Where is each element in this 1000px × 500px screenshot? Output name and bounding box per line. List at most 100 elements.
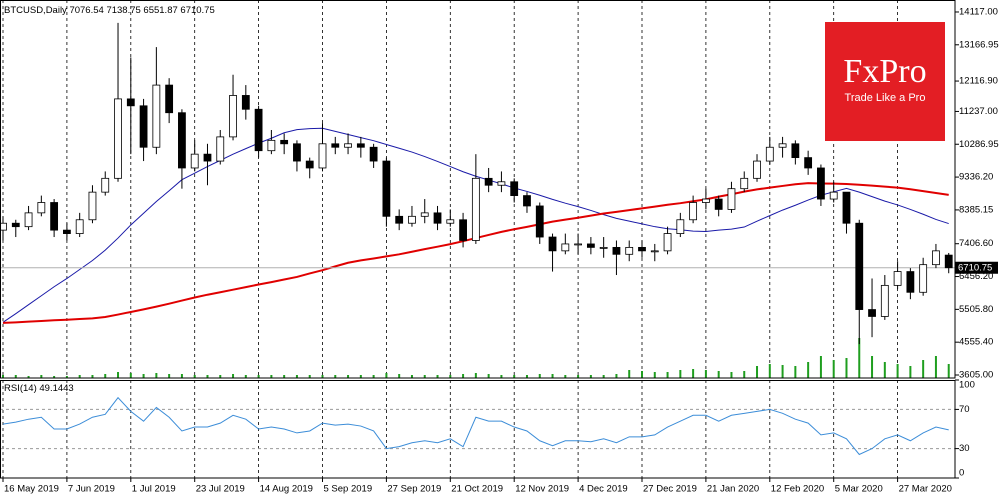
volume-bar — [359, 375, 362, 378]
x-tick-label: 12 Nov 2019 — [515, 484, 569, 495]
candle-body — [203, 153, 212, 162]
volume-bar — [743, 371, 746, 378]
candle-body — [944, 254, 953, 269]
candle-body — [190, 153, 199, 169]
x-tick-label: 5 Sep 2019 — [324, 484, 373, 495]
candle-body — [254, 108, 263, 152]
volume-bar — [27, 376, 30, 378]
volume-bar — [462, 374, 465, 378]
volume-bar — [219, 375, 222, 378]
volume-bar — [602, 375, 605, 378]
high: 7138.75 — [106, 5, 140, 16]
volume-bar — [756, 366, 759, 378]
candle-body — [75, 219, 84, 234]
candle-body — [114, 98, 122, 179]
volume-bar — [525, 375, 528, 378]
candle-body — [586, 243, 595, 248]
last-price-tag — [955, 261, 998, 274]
candle-body — [459, 219, 467, 241]
y-tick-label: 8385.15 — [959, 204, 993, 215]
candle-body — [50, 202, 59, 231]
candle-body — [791, 143, 800, 159]
candle-body — [497, 181, 506, 186]
volume-bar — [40, 375, 43, 378]
candle-body — [152, 84, 161, 148]
candle-body — [318, 143, 327, 169]
candle-body — [369, 146, 378, 162]
volume-bar — [244, 375, 247, 378]
rsi-tick-label: 0 — [959, 468, 964, 479]
logo: FxPro Trade Like a Pro — [825, 22, 945, 141]
candle-body — [676, 219, 685, 234]
logo-tagline: Trade Like a Pro — [845, 92, 926, 104]
rsi-line — [2, 396, 949, 456]
header: BTCUSD,Daily 7076.54 7138.75 6551.87 671… — [4, 5, 215, 16]
candle-body — [408, 215, 416, 224]
x-tick-label: 27 Mar 2020 — [899, 484, 952, 495]
volume-bar — [883, 362, 886, 378]
volume-bar — [679, 370, 682, 378]
candle-body — [446, 219, 455, 224]
x-tick-label: 16 May 2019 — [4, 484, 59, 495]
volume-bar — [551, 374, 554, 378]
candle-body — [216, 136, 225, 162]
candle-body — [765, 146, 774, 162]
volume-bar — [410, 375, 413, 378]
candle-body — [906, 271, 915, 293]
volume-bar — [615, 374, 618, 378]
y-tick-label: 11237.00 — [959, 106, 998, 117]
volume-bar — [270, 375, 273, 378]
x-tick-label: 5 Mar 2020 — [835, 484, 883, 495]
x-tick-label: 14 Aug 2019 — [260, 484, 313, 495]
volume-bar — [641, 371, 643, 378]
candle-body — [344, 143, 352, 148]
axes: 16 May 2019 7 Jun 2019 1 Jul 2019 23 Jul 20… — [2, 6, 999, 495]
candle-body — [868, 309, 876, 317]
candle-body — [420, 212, 429, 217]
volume-bar — [666, 372, 669, 378]
candle-body — [523, 195, 531, 207]
candle-body — [880, 284, 889, 317]
y-tick-label: 5505.80 — [959, 304, 993, 315]
candle-body — [548, 236, 557, 252]
x-tick-label: 4 Dec 2019 — [579, 484, 628, 495]
candle-body — [650, 250, 659, 253]
candle-body — [471, 177, 480, 241]
volume-bar — [564, 375, 567, 378]
rsi-tick-label: 100 — [959, 380, 975, 391]
volume-bar — [474, 373, 477, 378]
volume-bar — [922, 360, 925, 378]
candle-body — [280, 139, 289, 145]
low: 6551.87 — [143, 5, 177, 16]
candle-body — [638, 246, 646, 252]
volume-bar — [155, 373, 158, 378]
volume-bar — [807, 362, 810, 378]
candle-body — [574, 243, 582, 246]
close: 6710.75 — [180, 5, 214, 16]
candle-body — [126, 98, 135, 107]
candle-body — [293, 143, 301, 162]
symbol: BTCUSD,Daily — [4, 5, 67, 16]
candle-body — [0, 222, 7, 231]
candle-body — [178, 112, 186, 169]
x-tick-label: 23 Jul 2019 — [196, 484, 245, 495]
rsi-value: 49.1443 — [39, 383, 73, 394]
candle-body — [689, 202, 698, 221]
candle-body — [101, 177, 110, 193]
candle-body — [535, 205, 544, 238]
volume-bar — [692, 369, 695, 378]
candle-body — [778, 143, 787, 148]
volume-bar — [781, 365, 784, 378]
volume-bar — [947, 364, 950, 378]
volume-bar — [819, 356, 822, 378]
logo-box — [825, 22, 945, 141]
candle-body — [561, 243, 570, 252]
candle-body — [356, 143, 365, 148]
x-tick-label: 7 Jun 2019 — [68, 484, 115, 495]
rsi-title: RSI(14) — [4, 383, 37, 394]
candle-body — [714, 198, 723, 210]
volume-bar — [308, 375, 311, 378]
y-tick-label: 6456.20 — [959, 271, 993, 282]
volume-bar — [91, 375, 94, 378]
